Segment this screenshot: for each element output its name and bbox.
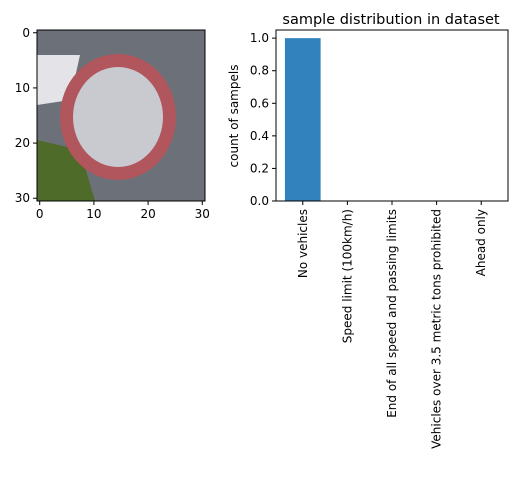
image-panel: 0 10 20 30 0 10 20 30	[15, 26, 210, 221]
image-x-tick-label: 20	[140, 207, 155, 221]
bars	[284, 38, 321, 202]
y-ticks: 0.0 0.2 0.4 0.6 0.8 1.0	[250, 31, 276, 208]
image-frame	[36, 29, 206, 202]
x-tick-label: Speed limit (100km/h)	[340, 209, 354, 343]
sign-inner-disc	[73, 67, 163, 167]
image-x-ticks: 0 10 20 30	[36, 201, 210, 221]
x-tick-label: End of all speed and passing limits	[385, 209, 399, 418]
image-x-tick-label: 0	[36, 207, 44, 221]
bar-chart: sample distribution in dataset count of …	[227, 12, 509, 449]
y-tick-label: 1.0	[250, 31, 269, 45]
x-ticks: No vehicles Speed limit (100km/h) End of a…	[296, 201, 488, 449]
x-tick-label: Ahead only	[474, 209, 488, 276]
chart-title: sample distribution in dataset	[282, 12, 500, 28]
y-tick-label: 0.8	[250, 64, 269, 78]
y-tick-label: 0.2	[250, 161, 269, 175]
image-y-tick-label: 10	[15, 81, 30, 95]
image-y-tick-label: 30	[15, 191, 30, 205]
traffic-sign-image	[37, 30, 205, 201]
image-y-tick-label: 20	[15, 136, 30, 150]
x-tick-label: No vehicles	[296, 209, 310, 278]
y-axis-label: count of sampels	[227, 65, 241, 168]
x-tick-label: Vehicles over 3.5 metric tons prohibited	[430, 209, 444, 449]
image-y-tick-label: 0	[22, 26, 30, 40]
image-x-tick-label: 10	[86, 207, 101, 221]
y-tick-label: 0.0	[250, 194, 269, 208]
y-tick-label: 0.6	[250, 96, 269, 110]
bar	[284, 38, 321, 202]
y-tick-label: 0.4	[250, 129, 269, 143]
image-y-ticks: 0 10 20 30	[15, 26, 37, 205]
image-x-tick-label: 30	[195, 207, 210, 221]
